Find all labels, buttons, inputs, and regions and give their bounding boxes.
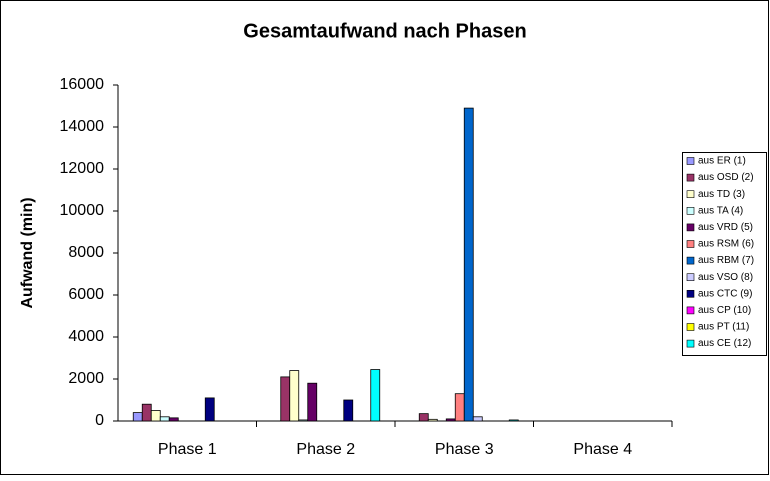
bar	[307, 382, 318, 422]
y-tick-label: 14000	[60, 118, 105, 135]
legend-label: aus CP (10)	[698, 305, 751, 316]
bar	[159, 416, 170, 422]
bar	[204, 397, 215, 422]
bar	[141, 403, 152, 422]
legend-swatch	[686, 173, 695, 182]
legend-label: aus CTC (9)	[698, 288, 752, 299]
bar	[472, 416, 483, 422]
bar	[132, 412, 143, 422]
y-tick-label: 8000	[68, 244, 104, 261]
bar	[298, 419, 309, 422]
legend-swatch	[686, 306, 695, 315]
y-axis-label: Aufwand (min)	[19, 197, 36, 308]
bar	[289, 370, 300, 422]
bar	[418, 413, 429, 422]
legend-swatch	[686, 223, 695, 232]
bar	[370, 369, 381, 422]
chart-title: Gesamtaufwand nach Phasen	[243, 20, 526, 42]
legend-label: aus RBM (7)	[698, 255, 754, 266]
y-tick-label: 16000	[60, 76, 105, 93]
y-tick-label: 4000	[68, 328, 104, 345]
bar	[280, 376, 291, 422]
y-tick-label: 0	[95, 412, 104, 429]
legend-swatch	[686, 323, 695, 331]
legend-swatch	[686, 240, 695, 248]
legend-swatch	[686, 289, 695, 298]
bar	[454, 393, 465, 422]
bar	[445, 418, 456, 422]
legend-label: aus VRD (5)	[698, 222, 753, 233]
y-tick-label: 10000	[60, 202, 105, 219]
bar	[508, 419, 519, 422]
legend-label: aus OSD (2)	[698, 172, 754, 183]
legend-label: aus CE (12)	[698, 338, 751, 349]
legend-label: aus TD (3)	[698, 189, 745, 200]
bar	[150, 410, 161, 422]
bar	[427, 418, 438, 422]
legend-swatch	[686, 207, 695, 215]
bar	[343, 399, 354, 422]
legend-swatch	[686, 190, 695, 198]
bar	[463, 107, 474, 422]
legend-box	[682, 152, 767, 356]
x-tick-label: Phase 4	[573, 441, 632, 458]
y-tick-label: 2000	[68, 370, 104, 387]
x-tick-label: Phase 1	[158, 441, 217, 458]
legend-label: aus PT (11)	[698, 322, 749, 333]
legend-swatch	[686, 256, 695, 265]
legend-label: aus TA (4)	[698, 205, 743, 216]
y-tick-label: 12000	[60, 160, 105, 177]
legend-swatch	[686, 157, 695, 165]
x-tick-label: Phase 2	[296, 441, 355, 458]
y-tick-label: 6000	[68, 286, 104, 303]
legend-label: aus RSM (6)	[698, 239, 754, 250]
bar	[168, 417, 179, 422]
legend-label: aus VSO (8)	[698, 272, 753, 283]
legend-label: aus ER (1)	[698, 156, 746, 167]
legend-swatch	[686, 339, 695, 348]
x-tick-label: Phase 3	[435, 441, 494, 458]
legend-swatch	[686, 273, 695, 282]
